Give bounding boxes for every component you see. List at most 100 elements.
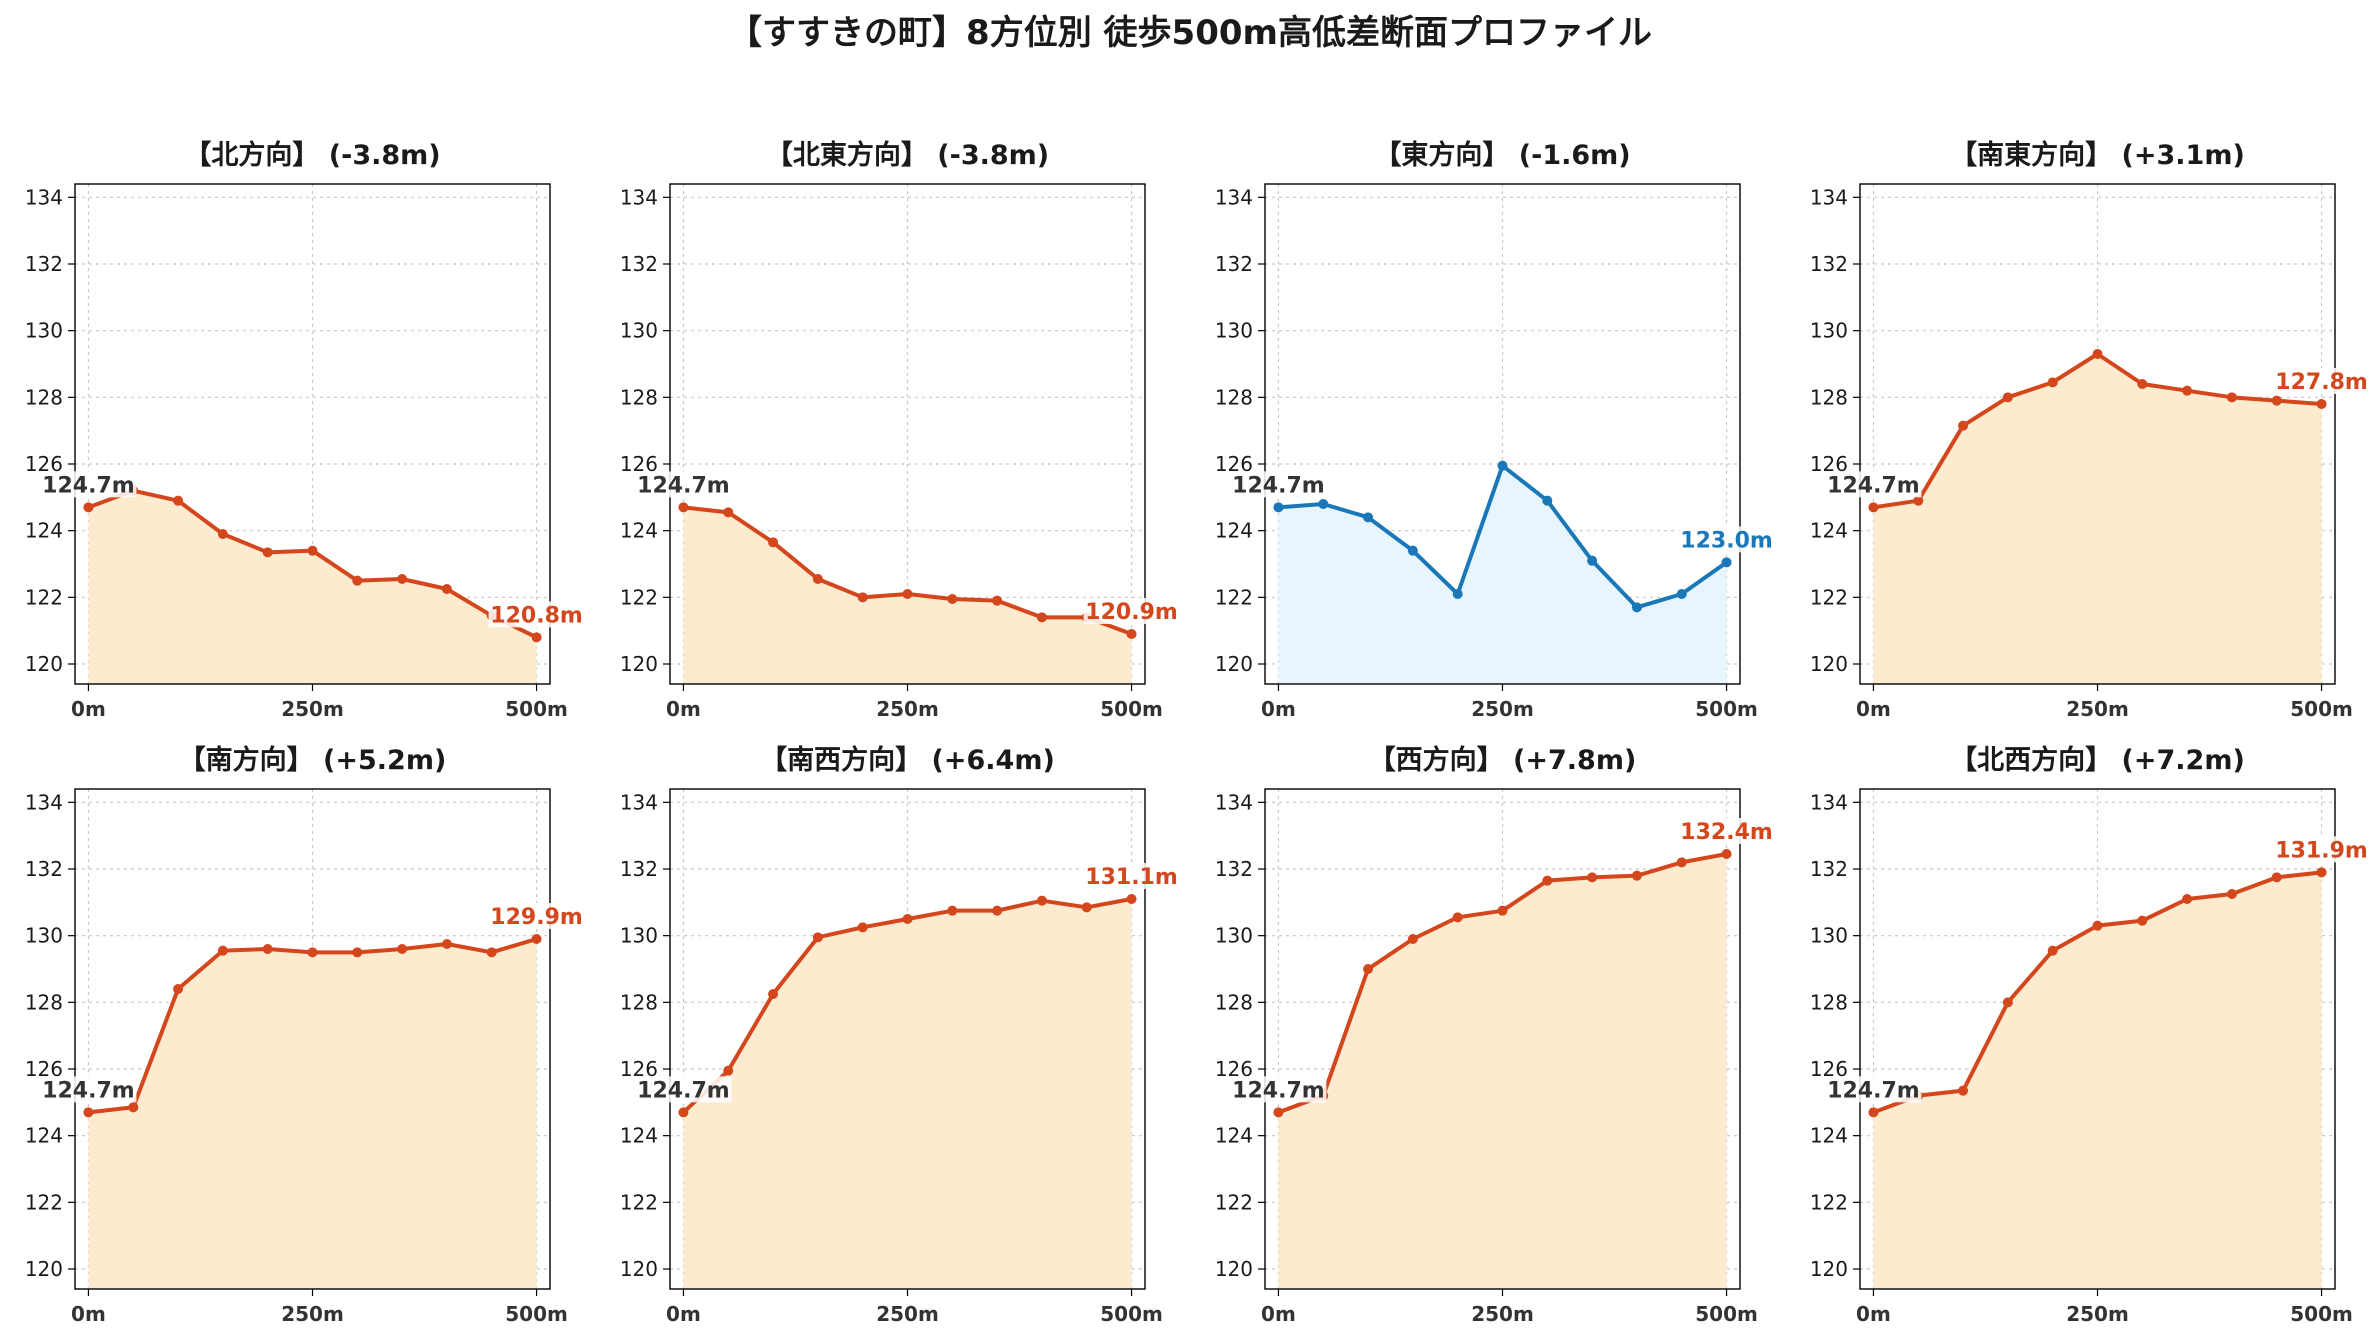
- y-tick-label: 130: [1810, 319, 1848, 343]
- y-tick-label: 132: [25, 252, 63, 276]
- data-point: [1497, 460, 1508, 471]
- data-point: [2002, 997, 2013, 1008]
- panel-title: 【東方向】 (-1.6m): [1374, 139, 1630, 171]
- data-point: [217, 529, 228, 539]
- end-label-bg: [1678, 526, 1775, 553]
- x-tick-label: 250m: [1471, 1302, 1534, 1326]
- x-tick-label: 250m: [281, 697, 344, 721]
- data-point: [1868, 1107, 1879, 1118]
- panel-title: 【北東方向】 (-3.8m): [766, 139, 1049, 171]
- data-point: [83, 1107, 94, 1118]
- data-point: [2047, 377, 2058, 388]
- x-tick-label: 500m: [1100, 697, 1163, 721]
- y-tick-label: 122: [25, 1190, 63, 1214]
- start-label-bg: [635, 1076, 732, 1103]
- data-point: [857, 592, 868, 603]
- data-point: [2092, 349, 2103, 359]
- start-label-bg: [635, 471, 732, 498]
- data-point: [1452, 589, 1463, 599]
- start-value-label: 124.7m: [1827, 1078, 1920, 1103]
- data-point: [1363, 964, 1374, 974]
- area-fill: [1278, 465, 1727, 684]
- data-point: [307, 545, 318, 556]
- start-value-label: 124.7m: [1232, 1078, 1325, 1103]
- y-tick-label: 128: [25, 385, 63, 409]
- y-tick-label: 122: [1215, 585, 1253, 609]
- data-point: [1868, 502, 1879, 513]
- panel-title: 【南東方向】 (+3.1m): [1950, 139, 2245, 171]
- y-tick-label: 122: [1810, 1190, 1848, 1214]
- data-point: [1631, 602, 1642, 613]
- y-tick-label: 130: [25, 924, 63, 948]
- end-label-bg: [1083, 863, 1180, 889]
- data-point: [1273, 502, 1284, 513]
- y-tick-label: 134: [620, 790, 658, 814]
- data-point: [1676, 589, 1687, 599]
- y-tick-label: 124: [1810, 1124, 1848, 1148]
- y-tick-label: 128: [1810, 990, 1848, 1014]
- start-value-label: 124.7m: [42, 1078, 135, 1103]
- data-point: [441, 584, 452, 594]
- y-tick-label: 130: [25, 319, 63, 343]
- data-point: [1407, 545, 1418, 556]
- data-point: [1036, 612, 1047, 623]
- start-value-label: 124.7m: [42, 473, 135, 498]
- y-tick-label: 128: [25, 990, 63, 1014]
- end-value-label: 131.1m: [1085, 865, 1178, 890]
- data-point: [531, 934, 542, 944]
- y-tick-label: 130: [1810, 924, 1848, 948]
- x-tick-label: 500m: [2290, 1302, 2353, 1326]
- x-tick-label: 250m: [876, 697, 939, 721]
- data-point: [2226, 889, 2237, 899]
- end-value-label: 120.9m: [1085, 600, 1178, 625]
- start-label-bg: [1230, 471, 1327, 498]
- y-tick-label: 128: [1215, 385, 1253, 409]
- end-value-label: 120.8m: [490, 603, 583, 628]
- x-tick-label: 250m: [2066, 697, 2129, 721]
- panel-2: 【北東方向】 (-3.8m)1201221241261281301321340m…: [620, 139, 1180, 721]
- start-label-bg: [1825, 471, 1922, 498]
- end-label-bg: [488, 601, 585, 628]
- data-point: [678, 502, 689, 513]
- data-point: [397, 944, 408, 954]
- start-value-label: 124.7m: [1232, 473, 1325, 498]
- data-point: [2316, 867, 2327, 878]
- panel-title: 【北方向】 (-3.8m): [184, 139, 440, 171]
- data-point: [1587, 872, 1598, 883]
- x-tick-label: 0m: [1261, 1302, 1296, 1326]
- data-point: [2226, 392, 2237, 403]
- panel-4: 【南東方向】 (+3.1m)1201221241261281301321340m…: [1810, 139, 2370, 721]
- x-tick-label: 500m: [1695, 1302, 1758, 1326]
- x-tick-label: 0m: [71, 697, 106, 721]
- data-point: [217, 945, 228, 956]
- data-point: [2092, 920, 2103, 931]
- y-tick-label: 120: [1215, 652, 1253, 676]
- x-tick-label: 250m: [1471, 697, 1534, 721]
- area-fill: [1873, 872, 2322, 1289]
- end-label-bg: [1083, 598, 1180, 624]
- end-label-bg: [2273, 368, 2370, 394]
- data-point: [352, 947, 363, 958]
- y-tick-label: 134: [25, 790, 63, 814]
- y-tick-label: 124: [25, 1124, 63, 1148]
- data-point: [768, 989, 779, 999]
- y-tick-label: 134: [25, 185, 63, 209]
- data-point: [1036, 895, 1047, 906]
- data-point: [1318, 499, 1329, 509]
- end-label-bg: [1678, 818, 1775, 844]
- y-tick-label: 124: [1215, 1124, 1253, 1148]
- start-value-label: 124.7m: [1827, 473, 1920, 498]
- data-point: [1587, 555, 1598, 566]
- y-tick-label: 122: [1810, 585, 1848, 609]
- y-tick-label: 120: [620, 652, 658, 676]
- y-tick-label: 122: [25, 585, 63, 609]
- data-point: [1958, 1085, 1969, 1096]
- y-tick-label: 130: [620, 319, 658, 343]
- y-tick-label: 132: [620, 252, 658, 276]
- data-point: [2002, 392, 2013, 403]
- data-point: [1452, 912, 1463, 923]
